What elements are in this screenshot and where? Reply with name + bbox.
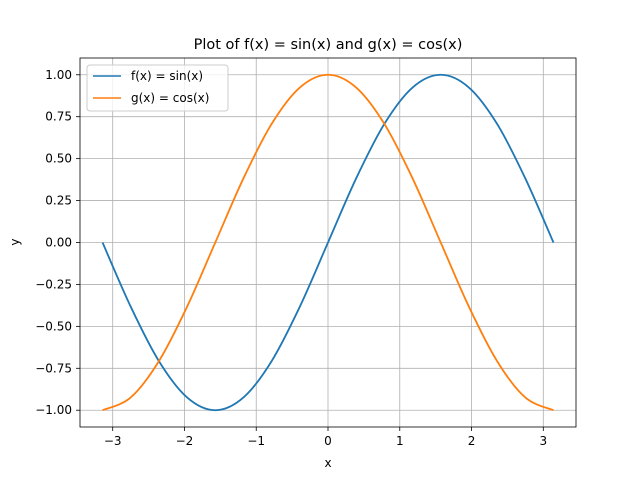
x-tick-label: 3 xyxy=(539,434,547,448)
y-tick-label: 0.25 xyxy=(45,194,72,208)
x-tick-label: −1 xyxy=(247,434,265,448)
x-tick-label: −3 xyxy=(104,434,122,448)
series-lines xyxy=(101,73,555,412)
y-tick-label: 0.75 xyxy=(45,110,72,124)
legend-box xyxy=(86,64,229,112)
y-tick-label: 0.00 xyxy=(45,236,72,250)
series-line-cos xyxy=(102,73,554,412)
axis-ticks: −3 −2 −1 0 1 2 3 −1.00 −0.75 −0.50 −0.25 0.00 0.25 0.… xyxy=(35,68,547,448)
legend: f(x) = sin(x) g(x) = cos(x) xyxy=(86,64,229,112)
x-tick-label: −2 xyxy=(176,434,194,448)
chart-title: Plot of f(x) = sin(x) and g(x) = cos(x) xyxy=(194,37,463,53)
x-tick-label: 1 xyxy=(396,434,404,448)
y-tick-label: −0.50 xyxy=(35,319,72,333)
y-tick-label: −0.25 xyxy=(35,277,72,291)
y-tick-label: 0.50 xyxy=(45,152,72,166)
plot-frame xyxy=(79,57,577,428)
x-axis-label: x xyxy=(324,456,331,470)
y-tick-label: −1.00 xyxy=(35,403,72,417)
x-tick-label: 2 xyxy=(468,434,476,448)
y-axis-label: y xyxy=(8,238,22,245)
legend-label-sin: f(x) = sin(x) xyxy=(131,69,203,83)
x-tick-label: 0 xyxy=(324,434,332,448)
y-tick-label: −0.75 xyxy=(35,361,72,375)
y-tick-label: 1.00 xyxy=(45,68,72,82)
series-line-sin xyxy=(101,73,555,412)
legend-label-cos: g(x) = cos(x) xyxy=(131,91,209,105)
